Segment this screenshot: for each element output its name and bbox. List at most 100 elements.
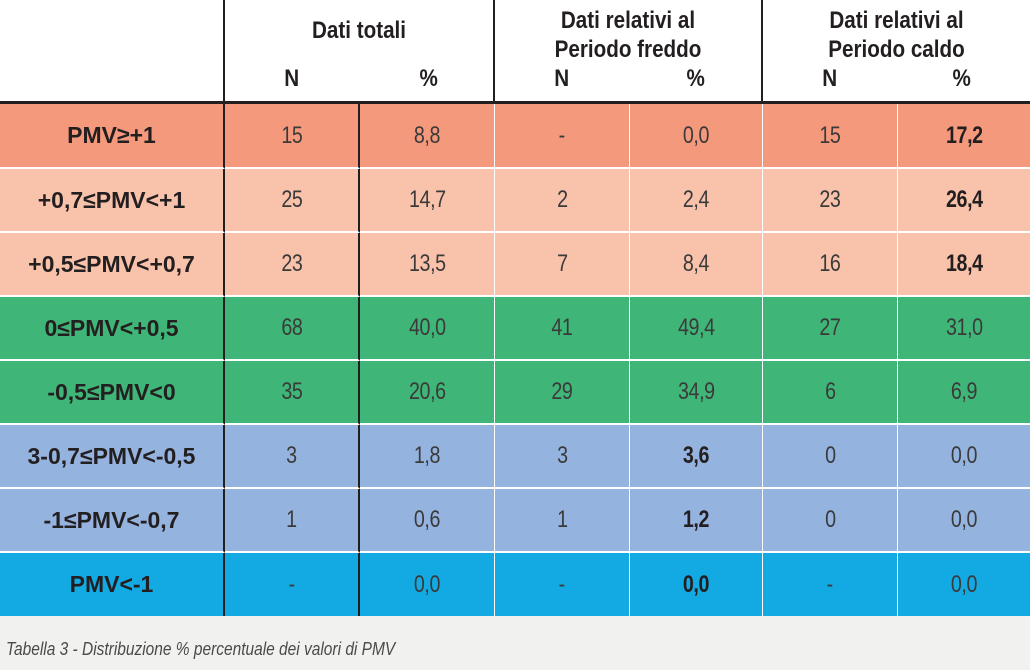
- cell-value: 0: [824, 506, 836, 533]
- cell-value: 0,0: [682, 121, 710, 149]
- row-label-text: PMV≥+1: [67, 122, 156, 148]
- header-group-hot-title: Dati relativi al Periodo caldo: [782, 6, 1012, 64]
- cell-total-pct: 40,0: [360, 297, 495, 361]
- cell-value: 0,0: [682, 570, 710, 598]
- cell-value: 13,5: [408, 250, 446, 277]
- cell-value: 7: [556, 250, 568, 277]
- cell-hot-n: 0: [763, 489, 898, 553]
- header-group-hot-title-line1: Dati relativi al: [829, 7, 964, 34]
- cell-hot-pct: 18,4: [898, 233, 1030, 297]
- cell-total-pct: 20,6: [360, 361, 495, 425]
- cell-value: 8,4: [682, 250, 710, 277]
- cell-value: 1: [556, 506, 568, 533]
- cell-value: -: [558, 570, 566, 598]
- cell-hot-n: 23: [763, 169, 898, 233]
- cell-value: -: [558, 121, 566, 149]
- cell-value: 1: [286, 506, 297, 533]
- cell-value: -: [288, 570, 295, 598]
- row-label-text: 3-0,7≤PMV<-0,5: [27, 442, 196, 469]
- cell-cold-n: 41: [495, 297, 630, 361]
- cell-value: 6: [824, 378, 836, 405]
- header-hot-pct: %: [952, 65, 971, 92]
- row-label: PMV≥+1: [0, 104, 225, 169]
- table-caption: Tabella 3 - Distribuzione % percentuale …: [6, 639, 396, 659]
- cell-value: 23: [819, 186, 841, 213]
- cell-cold-n: -: [495, 553, 630, 616]
- cell-value: 2,4: [682, 186, 710, 213]
- cell-value: 23: [280, 250, 303, 277]
- cell-value: 2: [556, 186, 568, 213]
- cell-hot-n: 27: [763, 297, 898, 361]
- cell-value: 1,8: [413, 442, 441, 469]
- cell-total-n: -: [225, 553, 360, 616]
- cell-value: 40,0: [408, 314, 446, 341]
- header-group-hot: Dati relativi al Periodo caldo N %: [763, 0, 1030, 104]
- cell-hot-pct: 26,4: [898, 169, 1030, 233]
- cell-cold-pct: 2,4: [630, 169, 763, 233]
- row-label: -0,5≤PMV<0: [0, 361, 225, 425]
- cell-cold-pct: 49,4: [630, 297, 763, 361]
- cell-value: 35: [280, 378, 303, 405]
- cell-value: 16: [819, 250, 841, 277]
- cell-cold-pct: 0,0: [630, 104, 763, 169]
- cell-value: 0,0: [413, 570, 441, 598]
- cell-total-n: 1: [225, 489, 360, 553]
- header-corner: [0, 0, 225, 104]
- cell-value: 68: [280, 314, 303, 341]
- cell-hot-n: 6: [763, 361, 898, 425]
- cell-hot-pct: 17,2: [898, 104, 1030, 169]
- cell-total-n: 68: [225, 297, 360, 361]
- cell-total-pct: 0,0: [360, 553, 495, 616]
- cell-hot-pct: 0,0: [898, 489, 1030, 553]
- header-group-cold-title: Dati relativi al Periodo freddo: [514, 6, 743, 64]
- cell-cold-pct: 8,4: [630, 233, 763, 297]
- header-cold-pct: %: [686, 65, 705, 92]
- cell-value: 0,0: [950, 506, 978, 533]
- cell-cold-n: -: [495, 104, 630, 169]
- cell-total-n: 3: [225, 425, 360, 489]
- cell-cold-n: 2: [495, 169, 630, 233]
- cell-value: 3,6: [682, 442, 710, 469]
- row-label-text: -0,5≤PMV<0: [47, 378, 176, 405]
- cell-hot-pct: 6,9: [898, 361, 1030, 425]
- header-group-cold-title-line2: Periodo freddo: [554, 36, 702, 63]
- cell-value: 26,4: [945, 186, 983, 213]
- cell-value: 31,0: [945, 314, 983, 341]
- cell-value: 18,4: [945, 250, 983, 277]
- row-label: -1≤PMV<-0,7: [0, 489, 225, 553]
- cell-cold-n: 3: [495, 425, 630, 489]
- row-label-text: 0≤PMV<+0,5: [44, 314, 179, 341]
- row-label-text: +0,7≤PMV<+1: [37, 186, 186, 213]
- header-group-cold-title-line1: Dati relativi al: [560, 7, 696, 34]
- cell-total-pct: 13,5: [360, 233, 495, 297]
- cell-total-pct: 1,8: [360, 425, 495, 489]
- cell-cold-n: 1: [495, 489, 630, 553]
- header-group-total-title: Dati totali: [311, 17, 407, 44]
- cell-value: 41: [551, 314, 573, 341]
- header-total-n: N: [284, 65, 300, 92]
- cell-value: 29: [551, 378, 573, 405]
- cell-cold-pct: 34,9: [630, 361, 763, 425]
- cell-value: 14,7: [408, 186, 446, 213]
- header-cold-n: N: [554, 65, 570, 92]
- row-label-text: +0,5≤PMV<+0,7: [28, 250, 195, 277]
- cell-value: 49,4: [677, 314, 715, 341]
- header-group-hot-title-line2: Periodo caldo: [828, 36, 965, 63]
- cell-cold-pct: 1,2: [630, 489, 763, 553]
- pmv-distribution-table: Dati totali N % Dati relativi al Periodo…: [0, 0, 1030, 616]
- cell-value: 0: [824, 442, 836, 469]
- cell-total-n: 23: [225, 233, 360, 297]
- cell-total-pct: 0,6: [360, 489, 495, 553]
- row-label-text: PMV<-1: [69, 571, 154, 597]
- cell-value: 34,9: [677, 378, 715, 405]
- cell-cold-n: 29: [495, 361, 630, 425]
- cell-hot-n: 0: [763, 425, 898, 489]
- cell-hot-pct: 31,0: [898, 297, 1030, 361]
- cell-value: 3: [286, 442, 297, 469]
- cell-value: 8,8: [413, 121, 441, 149]
- cell-value: 0,0: [950, 570, 978, 598]
- cell-total-n: 25: [225, 169, 360, 233]
- cell-hot-pct: 0,0: [898, 425, 1030, 489]
- cell-hot-pct: 0,0: [898, 553, 1030, 616]
- row-label: 0≤PMV<+0,5: [0, 297, 225, 361]
